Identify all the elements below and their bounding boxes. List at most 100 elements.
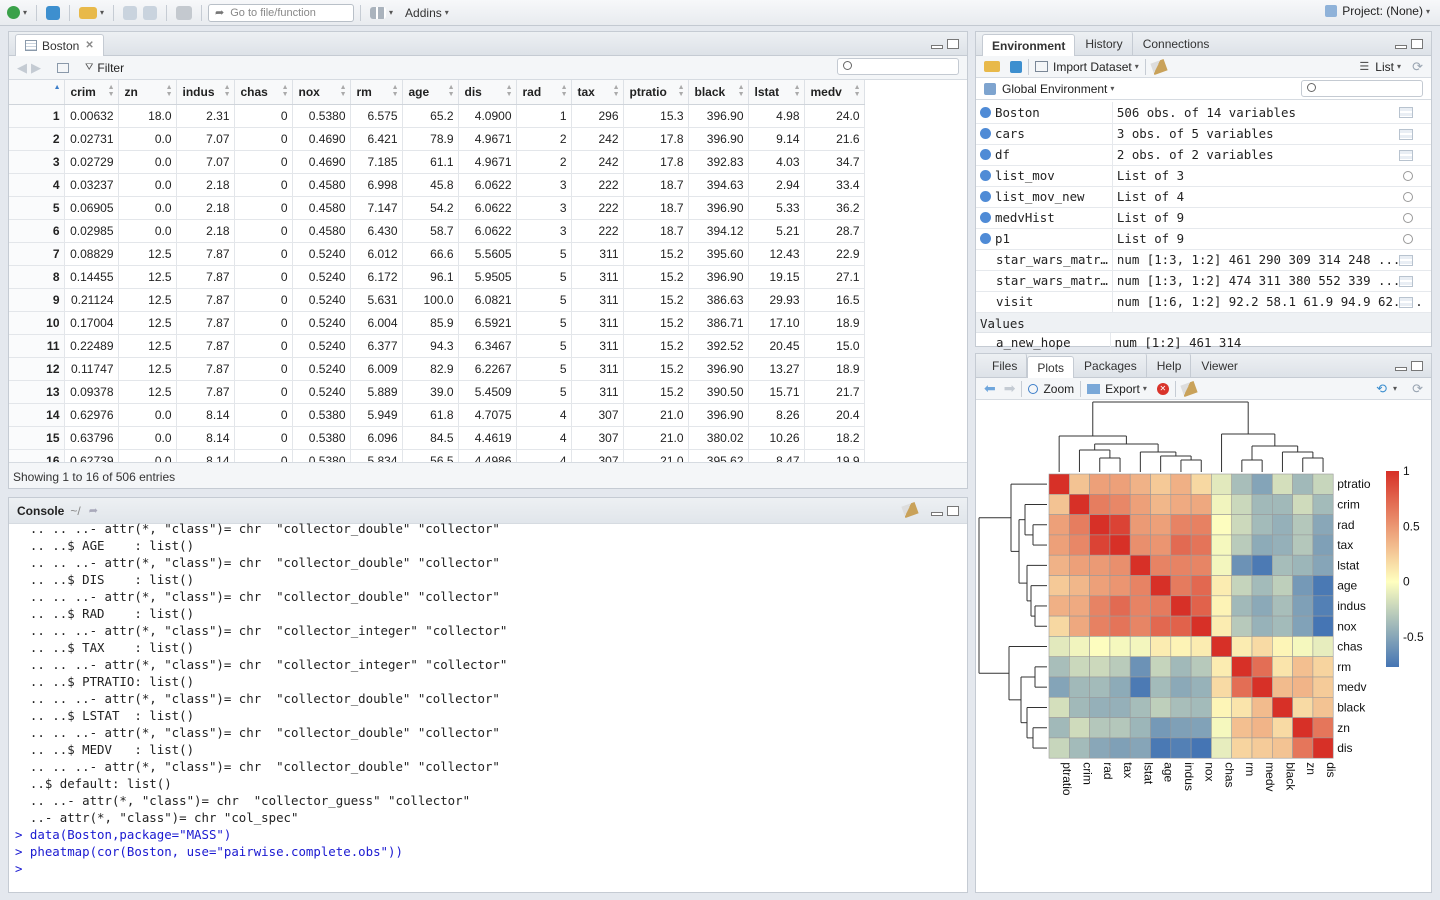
env-row[interactable]: p1 List of 9 — [976, 228, 1431, 250]
column-header-ptratio[interactable]: ptratio ▲ ▼ — [623, 80, 689, 105]
tab-files[interactable]: Files — [982, 353, 1028, 377]
broom-icon[interactable] — [1180, 380, 1198, 397]
search-icon[interactable] — [1403, 170, 1413, 181]
tab-plots[interactable]: Plots — [1027, 356, 1075, 378]
column-header-dis[interactable]: dis ▲ ▼ — [458, 80, 517, 105]
new-file-button[interactable]: ▾ — [4, 3, 30, 23]
column-header-rad[interactable]: rad ▲ ▼ — [516, 80, 572, 105]
column-header-lstat[interactable]: lstat ▲ ▼ — [748, 80, 805, 105]
save-all-button[interactable] — [140, 3, 160, 23]
view-data-icon[interactable] — [1399, 275, 1413, 287]
back-icon[interactable]: ◀ — [17, 59, 27, 75]
table-row[interactable]: 3 0.02729 0.0 7.07 0 0.4690 7.185 61.1 4.9671 2 24… — [9, 150, 865, 174]
close-icon[interactable]: ✕ — [85, 40, 94, 51]
column-header-nox[interactable]: nox ▲ ▼ — [292, 80, 351, 105]
env-row[interactable]: medvHist List of 9 — [976, 207, 1431, 229]
env-row[interactable]: list_mov_new List of 4 — [976, 186, 1431, 208]
prev-plot-icon[interactable]: ⬅ — [984, 380, 996, 396]
table-row[interactable]: 1 0.00632 18.0 2.31 0 0.5380 6.575 65.2 4.0900 1 2… — [9, 104, 865, 128]
minimize-button[interactable] — [931, 45, 943, 49]
project-menu[interactable]: Project: (None) ▾ — [1325, 4, 1430, 18]
tab-boston[interactable]: Boston ✕ — [15, 34, 104, 56]
env-row[interactable]: list_mov List of 3 — [976, 165, 1431, 187]
broom-icon[interactable] — [901, 501, 919, 519]
console-title[interactable]: Console — [17, 503, 65, 518]
table-row[interactable]: 7 0.08829 12.5 7.87 0 0.5240 6.012 66.6 5.5605 5 3… — [9, 242, 865, 266]
column-header-zn[interactable]: zn ▲ ▼ — [118, 80, 177, 105]
minimize-button[interactable] — [931, 512, 943, 516]
table-row[interactable]: 14 0.62976 0.0 8.14 0 0.5380 5.949 61.8 4.7075 4 3… — [9, 403, 865, 427]
column-header-medv[interactable]: medv ▲ ▼ — [804, 80, 865, 105]
search-icon[interactable] — [1403, 191, 1413, 202]
table-search-input[interactable] — [837, 58, 959, 75]
save-button[interactable] — [120, 3, 140, 23]
maximize-button[interactable] — [1411, 361, 1423, 371]
env-row[interactable]: star_wars_matr… num [1:3, 1:2] 474 311 38… — [976, 270, 1431, 292]
table-row[interactable]: 4 0.03237 0.0 2.18 0 0.4580 6.998 45.8 6.0622 3 22… — [9, 173, 865, 197]
env-row[interactable]: cars 3 obs. of 5 variables — [976, 123, 1431, 145]
tab-packages[interactable]: Packages — [1074, 353, 1147, 377]
save-workspace-icon[interactable] — [1010, 60, 1022, 73]
filter-button[interactable]: ⛛ Filter — [85, 61, 124, 75]
column-header-crim[interactable]: crim ▲ ▼ — [64, 80, 119, 105]
new-project-button[interactable] — [43, 3, 63, 23]
minimize-button[interactable] — [1395, 45, 1407, 49]
publish-icon[interactable]: ⟲ — [1376, 380, 1387, 396]
column-header-rm[interactable]: rm ▲ ▼ — [350, 80, 403, 105]
row-number-header[interactable]: ▲ — [9, 80, 65, 105]
global-env-menu[interactable]: Global Environment ▾ — [984, 82, 1114, 96]
env-row[interactable]: Boston 506 obs. of 14 variables — [976, 102, 1431, 124]
table-row[interactable]: 10 0.17004 12.5 7.87 0 0.5240 6.004 85.9 6.5921 5… — [9, 311, 865, 335]
table-row[interactable]: 2 0.02731 0.0 7.07 0 0.4690 6.421 78.9 4.9671 2 24… — [9, 127, 865, 151]
broom-icon[interactable] — [1150, 58, 1168, 75]
tab-environment[interactable]: Environment — [982, 34, 1076, 56]
expand-icon[interactable] — [980, 128, 991, 139]
tab-connections[interactable]: Connections — [1133, 31, 1220, 55]
export-menu[interactable]: Export ▾ — [1087, 382, 1147, 396]
console-output[interactable]: .. .. ..- attr(*, "class")= chr "collect… — [15, 520, 955, 877]
forward-icon[interactable]: ▶ — [31, 59, 41, 75]
expand-icon[interactable] — [980, 212, 991, 223]
env-row[interactable]: visit num [1:6, 1:2] 92.2 58.1 61.9 94.9 … — [976, 291, 1431, 313]
view-data-icon[interactable] — [1399, 149, 1413, 161]
view-data-icon[interactable] — [1399, 296, 1413, 308]
column-header-black[interactable]: black ▲ ▼ — [688, 80, 749, 105]
expand-icon[interactable] — [980, 170, 991, 181]
remove-plot-icon[interactable]: ✕ — [1156, 382, 1169, 395]
expand-icon[interactable] — [980, 149, 991, 160]
minimize-button[interactable] — [1395, 367, 1407, 371]
goto-file-input[interactable]: ➦ Go to file/function — [208, 3, 355, 22]
tab-help[interactable]: Help — [1147, 353, 1192, 377]
table-row[interactable]: 12 0.11747 12.5 7.87 0 0.5240 6.009 82.9 6.2267 5… — [9, 357, 865, 381]
table-row[interactable]: 9 0.21124 12.5 7.87 0 0.5240 5.631 100.0 6.0821 5… — [9, 288, 865, 312]
table-row[interactable]: 15 0.63796 0.0 8.14 0 0.5380 6.096 84.5 4.4619 4 3… — [9, 426, 865, 450]
expand-icon[interactable] — [980, 233, 991, 244]
refresh-icon[interactable]: ⟳ — [1412, 58, 1423, 74]
column-header-chas[interactable]: chas ▲ ▼ — [234, 80, 293, 105]
print-button[interactable] — [173, 3, 195, 23]
table-row[interactable]: 6 0.02985 0.0 2.18 0 0.4580 6.430 58.7 6.0622 3 22… — [9, 219, 865, 243]
tab-history[interactable]: History — [1075, 31, 1133, 55]
expand-icon[interactable] — [980, 106, 991, 118]
env-row[interactable]: star_wars_matr… num [1:3, 1:2] 461 290 30… — [976, 249, 1431, 271]
table-row[interactable]: 8 0.14455 12.5 7.87 0 0.5240 6.172 96.1 5.9505 5 3… — [9, 265, 865, 289]
table-row[interactable]: 13 0.09378 12.5 7.87 0 0.5240 5.889 39.0 5.4509 5… — [9, 380, 865, 404]
env-row[interactable]: df 2 obs. of 2 variables — [976, 144, 1431, 166]
layout-button[interactable]: ▾ — [367, 3, 396, 23]
search-icon[interactable] — [1403, 233, 1413, 244]
refresh-icon[interactable]: ⟳ — [1412, 380, 1423, 396]
addins-menu[interactable]: Addins ▾ — [405, 5, 449, 20]
zoom-button[interactable]: Zoom — [1028, 382, 1074, 396]
maximize-button[interactable] — [1411, 39, 1423, 49]
view-data-icon[interactable] — [1399, 107, 1413, 118]
maximize-button[interactable] — [947, 506, 959, 516]
load-workspace-icon[interactable] — [984, 61, 1000, 72]
env-row[interactable]: a_new_hope num [1:2] 461 314 — [976, 332, 1431, 354]
popout-icon[interactable] — [57, 62, 69, 73]
view-data-icon[interactable] — [1399, 254, 1413, 266]
next-plot-icon[interactable]: ➡ — [1003, 380, 1016, 396]
goto-dir-icon[interactable]: ➦ — [88, 505, 98, 517]
column-header-indus[interactable]: indus ▲ ▼ — [176, 80, 235, 105]
console-prompt[interactable]: > — [15, 861, 30, 876]
list-view-menu[interactable]: ☰ List ▾ — [1359, 59, 1401, 74]
